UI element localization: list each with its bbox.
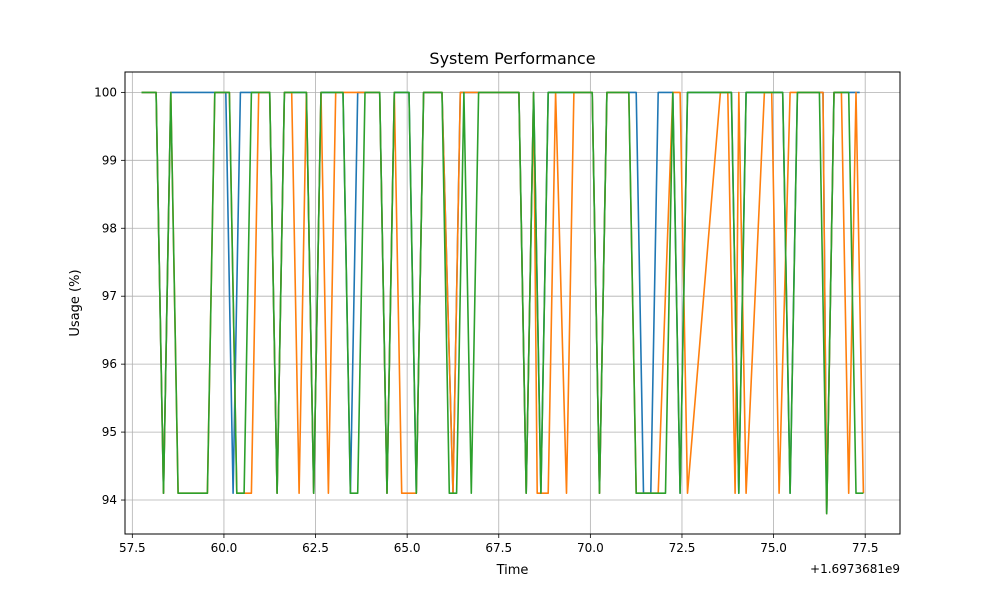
y-tick-label: 99 bbox=[102, 153, 117, 167]
x-tick-label: 62.5 bbox=[302, 541, 329, 555]
x-tick-label: 77.5 bbox=[852, 541, 879, 555]
y-tick-label: 96 bbox=[102, 357, 117, 371]
x-tick-label: 67.5 bbox=[485, 541, 512, 555]
x-tick-label: 57.5 bbox=[119, 541, 146, 555]
series-layer bbox=[141, 91, 865, 515]
x-tick-label: 70.0 bbox=[577, 541, 604, 555]
axis-ticks: 57.5 60.0 62.5 65.0 67.5 70.0 72.5 75.0 77.5 94 95… bbox=[94, 85, 878, 555]
y-tick-label: 98 bbox=[102, 221, 117, 235]
y-tick-label: 97 bbox=[102, 289, 117, 303]
chart-title: System Performance bbox=[429, 49, 595, 68]
plot-frame bbox=[124, 71, 901, 535]
x-tick-label: 72.5 bbox=[669, 541, 696, 555]
y-tick-label: 95 bbox=[102, 425, 117, 439]
x-axis-label: Time bbox=[496, 563, 529, 578]
y-tick-label: 94 bbox=[102, 493, 117, 507]
y-tick-label: 100 bbox=[94, 85, 117, 99]
y-axis-label: Usage (%) bbox=[68, 269, 83, 336]
x-tick-label: 60.0 bbox=[211, 541, 238, 555]
x-tick-label: 65.0 bbox=[394, 541, 421, 555]
series-line-3 bbox=[141, 91, 864, 515]
x-tick-label: 75.0 bbox=[760, 541, 787, 555]
x-axis-offset-label: +1.6973681e9 bbox=[810, 562, 900, 576]
